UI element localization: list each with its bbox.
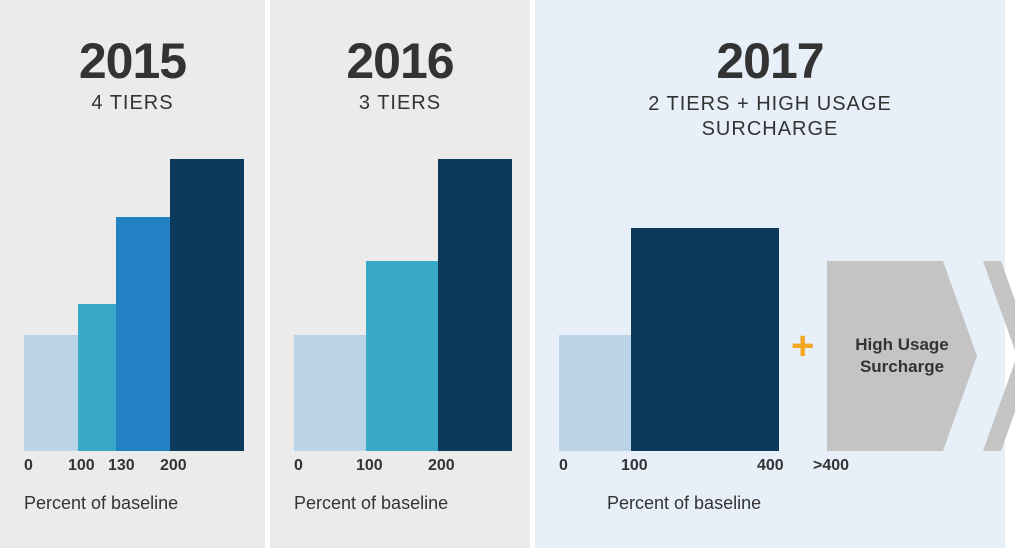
- axis-tick: 0: [24, 457, 33, 475]
- panel-header: 20154 TIERS: [79, 0, 186, 115]
- axis-tick: 100: [356, 457, 383, 475]
- axis-tick: 100: [621, 457, 648, 475]
- year-title: 2015: [79, 32, 186, 90]
- bar: [294, 335, 366, 451]
- bar: [559, 335, 631, 451]
- axis-tick: 130: [108, 457, 135, 475]
- panel-p2015: 20154 TIERS 0 100 130 200 Percent of baseline: [0, 0, 265, 548]
- bar: [366, 261, 438, 451]
- plus-icon: +: [791, 324, 814, 369]
- bar: [631, 228, 779, 451]
- chart-area: [270, 115, 530, 451]
- panel-p2016: 20163 TIERS 0 100 200 Percent of baseline: [265, 0, 530, 548]
- axis-tick: 200: [160, 457, 187, 475]
- axis-label: Percent of baseline: [607, 493, 761, 548]
- panel-p2017: 20172 TIERS + HIGH USAGE SURCHARGE + High …: [530, 0, 1005, 548]
- axis-tick: 100: [68, 457, 95, 475]
- surcharge-group: High UsageSurcharge: [827, 261, 1015, 451]
- surcharge-label-line: Surcharge: [827, 356, 977, 378]
- subtitle: 3 TIERS: [346, 92, 453, 115]
- tick-row: 0 100 130 200: [0, 451, 265, 481]
- axis-label: Percent of baseline: [24, 493, 178, 548]
- chart-area: + High UsageSurcharge: [535, 142, 1005, 451]
- subtitle: 2 TIERS + HIGH USAGE SURCHARGE: [580, 92, 960, 142]
- axis-tick: 200: [428, 457, 455, 475]
- bars-group: [24, 159, 244, 451]
- bar: [24, 335, 78, 451]
- bar: [170, 159, 244, 451]
- bar: [116, 217, 170, 451]
- tick-row: 0 100 400 >400: [535, 451, 1005, 481]
- surcharge-label-line: High Usage: [827, 334, 977, 356]
- subtitle: 4 TIERS: [79, 92, 186, 115]
- surcharge-label: High UsageSurcharge: [827, 334, 977, 378]
- year-title: 2016: [346, 32, 453, 90]
- chart-area: [0, 115, 265, 451]
- bar: [78, 304, 116, 451]
- bars-group: [294, 159, 512, 451]
- axis-tick: >400: [813, 457, 849, 475]
- bars-group: [559, 228, 779, 451]
- axis-label: Percent of baseline: [294, 493, 448, 548]
- year-title: 2017: [580, 32, 960, 90]
- axis-tick: 400: [757, 457, 784, 475]
- axis-tick: 0: [294, 457, 303, 475]
- axis-tick: 0: [559, 457, 568, 475]
- panel-header: 20163 TIERS: [346, 0, 453, 115]
- bar: [438, 159, 512, 451]
- panel-header: 20172 TIERS + HIGH USAGE SURCHARGE: [580, 0, 960, 142]
- tick-row: 0 100 200: [270, 451, 530, 481]
